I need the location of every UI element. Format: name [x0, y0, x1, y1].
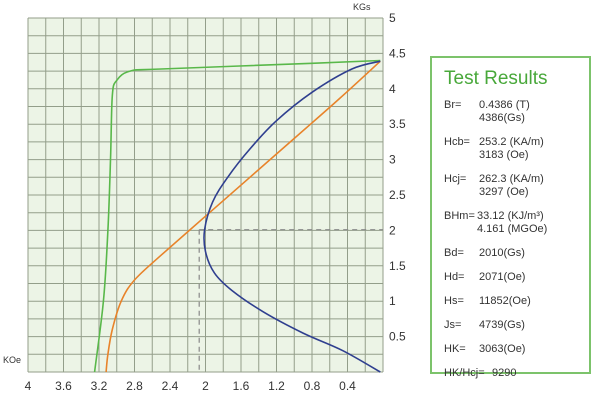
result-row: HK/Hcj= 9290	[444, 367, 584, 380]
y-tick-label: 1	[389, 294, 396, 308]
result-row: Br= 0.4386 (T) 4386(Gs)	[444, 99, 584, 125]
result-value: 3063(Oe)	[479, 343, 526, 355]
series-line-3	[203, 60, 381, 373]
result-row: Js= 4739(Gs)	[444, 319, 584, 332]
result-row: Hcj= 262.3 (KA/m) 3297 (Oe)	[444, 173, 584, 199]
result-value: 9290	[492, 367, 517, 379]
y-tick-label: 3.5	[389, 117, 406, 131]
result-label: Hcj=	[444, 173, 467, 185]
series-line-1	[93, 59, 381, 373]
result-label: Bd=	[444, 247, 464, 259]
x-axis-unit: KOe	[3, 355, 21, 365]
x-axis-ticks: 4 3.6 3.2 2.8 2.4 2 1.6 1.2 0.8 0.4	[25, 379, 357, 393]
result-label: HK=	[444, 343, 466, 355]
y-tick-label: 0.5	[389, 330, 406, 344]
x-tick-label: 4	[25, 379, 32, 393]
result-row: Hcb= 253.2 (KA/m) 3183 (Oe)	[444, 136, 584, 162]
x-tick-label: 1.2	[268, 379, 285, 393]
y-tick-label: 4	[389, 82, 396, 96]
result-value: 3297 (Oe)	[479, 186, 529, 198]
x-tick-label: 0.8	[304, 379, 321, 393]
result-row: Hd= 2071(Oe)	[444, 271, 584, 284]
y-tick-label: 1.5	[389, 259, 406, 273]
result-label: HK/Hcj=	[444, 367, 485, 379]
result-row: BHm= 33.12 (KJ/m³) 4.161 (MGOe)	[444, 210, 584, 236]
result-value: 2010(Gs)	[479, 247, 525, 259]
reference-lines	[198, 229, 383, 372]
result-value: 11852(Oe)	[479, 295, 531, 307]
y-tick-label: 5	[389, 11, 396, 25]
result-value: 262.3 (KA/m)	[479, 173, 544, 185]
series-group	[93, 59, 381, 373]
x-tick-label: 1.6	[233, 379, 250, 393]
result-row: HK= 3063(Oe)	[444, 343, 584, 356]
result-row: Bd= 2010(Gs)	[444, 247, 584, 260]
result-value: 3183 (Oe)	[479, 149, 529, 161]
test-results-panel: Test Results Br= 0.4386 (T) 4386(Gs) Hcb= 25…	[430, 56, 591, 379]
x-tick-label: 2	[202, 379, 209, 393]
result-value: 4.161 (MGOe)	[477, 223, 548, 235]
result-label: BHm=	[444, 210, 475, 222]
series-line-2	[105, 60, 381, 373]
grid	[27, 17, 384, 373]
result-label: Hcb=	[444, 136, 470, 148]
result-value: 253.2 (KA/m)	[479, 136, 544, 148]
result-label: Hs=	[444, 295, 464, 307]
test-results-title: Test Results	[444, 68, 548, 89]
y-tick-label: 2.5	[389, 188, 406, 202]
result-label: Hd=	[444, 271, 465, 283]
result-value: 4739(Gs)	[479, 319, 525, 331]
x-tick-label: 0.4	[339, 379, 356, 393]
y-tick-label: 2	[389, 223, 396, 237]
result-value: 33.12 (KJ/m³)	[477, 210, 544, 222]
x-tick-label: 3.6	[55, 379, 72, 393]
x-tick-label: 2.4	[162, 379, 179, 393]
result-label: Br=	[444, 99, 462, 111]
result-label: Js=	[444, 319, 462, 331]
y-tick-label: 3	[389, 153, 396, 167]
y-tick-label: 4.5	[389, 46, 406, 60]
y-axis-unit: KGs	[353, 2, 371, 12]
result-value: 4386(Gs)	[479, 112, 525, 124]
x-tick-label: 2.8	[126, 379, 143, 393]
result-row: Hs= 11852(Oe)	[444, 295, 584, 308]
x-tick-label: 3.2	[91, 379, 108, 393]
result-value: 0.4386 (T)	[479, 99, 530, 111]
result-value: 2071(Oe)	[479, 271, 526, 283]
y-axis-ticks: 0.5 1 1.5 2 2.5 3 3.5 4 4.5 5	[389, 11, 406, 344]
